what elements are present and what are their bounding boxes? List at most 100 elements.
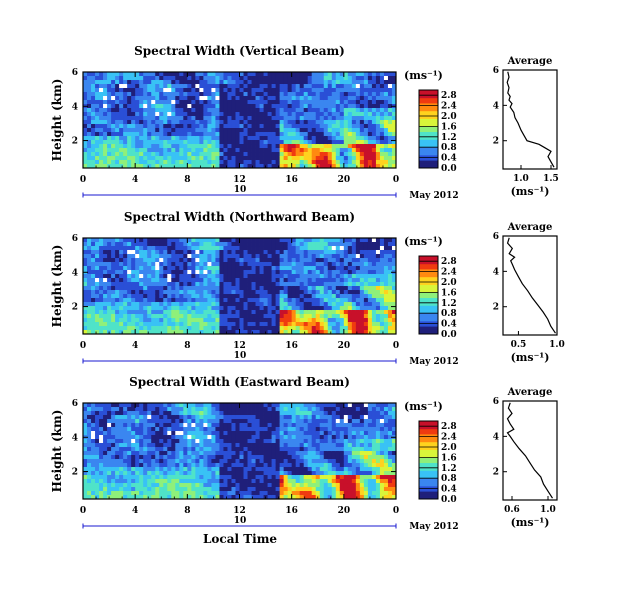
- heatmap-cell: [167, 298, 172, 303]
- heatmap-cell: [127, 423, 132, 428]
- heatmap-cell: [151, 463, 156, 468]
- heatmap-cell: [351, 310, 357, 315]
- heatmap-cell: [111, 100, 116, 105]
- heatmap-cell: [235, 262, 240, 267]
- heatmap-cell: [151, 495, 156, 500]
- heatmap-cell: [159, 266, 164, 271]
- heatmap-cell: [231, 443, 236, 448]
- heatmap-cell: [223, 483, 228, 488]
- colorbar: (ms⁻¹)0.00.40.81.21.62.02.42.8: [404, 235, 457, 340]
- heatmap-cell: [119, 278, 124, 283]
- heatmap-cell: [311, 148, 317, 153]
- heatmap-cell: [291, 330, 297, 335]
- heatmap-cell: [347, 246, 353, 251]
- heatmap-cell: [239, 322, 244, 327]
- heatmap-cell: [215, 128, 220, 133]
- heatmap-cell: [191, 270, 196, 275]
- heatmap-cell: [135, 238, 140, 243]
- heatmap-cell: [275, 326, 281, 331]
- heatmap-cell: [255, 242, 260, 247]
- heatmap-cell: [95, 76, 100, 81]
- heatmap-cell: [95, 100, 100, 105]
- heatmap-cell: [183, 302, 188, 307]
- heatmap-cell: [339, 132, 345, 137]
- heatmap-cell: [211, 246, 216, 251]
- heatmap-cell: [147, 447, 152, 452]
- heatmap-cell: [387, 318, 393, 323]
- heatmap-cell: [215, 254, 220, 259]
- heatmap-cell: [179, 451, 184, 456]
- heatmap-cell: [207, 298, 212, 303]
- heatmap-cell: [363, 160, 369, 165]
- heatmap-cell: [383, 100, 389, 105]
- heatmap-cell: [143, 306, 148, 311]
- heatmap-cell: [291, 246, 297, 251]
- heatmap-cell: [219, 84, 224, 89]
- heatmap-cell: [115, 306, 120, 311]
- heatmap-cell: [235, 435, 240, 440]
- heatmap-cell: [315, 160, 321, 165]
- heatmap-cell: [215, 116, 220, 121]
- heatmap-cell: [367, 246, 373, 251]
- heatmap-cell: [87, 447, 92, 452]
- heatmap-cell: [227, 274, 232, 279]
- heatmap-cell: [211, 463, 216, 468]
- heatmap-cell: [135, 96, 140, 101]
- heatmap-cell: [335, 152, 341, 157]
- heatmap-cell: [283, 80, 289, 85]
- heatmap-cell: [343, 160, 349, 165]
- heatmap-cell: [251, 124, 256, 129]
- heatmap-cell: [363, 266, 369, 271]
- heatmap-cell: [175, 124, 180, 129]
- heatmap-cell: [251, 132, 256, 137]
- heatmap-cell: [355, 242, 361, 247]
- heatmap-cell: [83, 487, 88, 492]
- heatmap-cell: [263, 120, 268, 125]
- heatmap-cell: [199, 314, 204, 319]
- heatmap-cell: [111, 88, 116, 93]
- heatmap-cell: [195, 262, 200, 267]
- heatmap-cell: [135, 152, 140, 157]
- heatmap-cell: [179, 250, 184, 255]
- heatmap-cell: [323, 124, 329, 129]
- heatmap-cell: [191, 152, 196, 157]
- heatmap-cell: [347, 144, 353, 149]
- heatmap-cell: [263, 294, 268, 299]
- heatmap-cell: [279, 148, 285, 153]
- heatmap-cell: [203, 326, 208, 331]
- heatmap-cell: [383, 306, 389, 311]
- heatmap-cell: [131, 423, 136, 428]
- heatmap-cell: [95, 314, 100, 319]
- heatmap-cell: [339, 294, 345, 299]
- heatmap-cell: [151, 415, 156, 420]
- heatmap-cell: [295, 92, 301, 97]
- heatmap-cell: [251, 152, 256, 157]
- heatmap-cell: [91, 298, 96, 303]
- heatmap-cell: [115, 108, 120, 113]
- heatmap-cell: [115, 483, 120, 488]
- heatmap-cell: [199, 451, 204, 456]
- heatmap-cell: [99, 290, 104, 295]
- heatmap-cell: [175, 88, 180, 93]
- heatmap-cell: [139, 298, 144, 303]
- heatmap-cell: [379, 266, 385, 271]
- heatmap-cell: [123, 124, 128, 129]
- heatmap-cell: [223, 112, 228, 117]
- heatmap-cell: [327, 330, 333, 335]
- heatmap-cell: [187, 148, 192, 153]
- heatmap-cell: [275, 302, 281, 307]
- average-y-tick-label: 6: [493, 66, 499, 76]
- colorbar-tick-label: 1.2: [441, 299, 457, 309]
- heatmap-cell: [207, 427, 212, 432]
- heatmap-cell: [311, 290, 317, 295]
- heatmap-cell: [375, 132, 381, 137]
- heatmap-cell: [223, 140, 228, 145]
- heatmap-cell: [363, 92, 369, 97]
- heatmap-cell: [215, 322, 220, 327]
- heatmap-cell: [179, 262, 184, 267]
- heatmap-cell: [227, 246, 232, 251]
- heatmap-cell: [203, 84, 208, 89]
- heatmap-cell: [387, 124, 393, 129]
- heatmap-cell: [263, 88, 268, 93]
- heatmap-cell: [147, 427, 152, 432]
